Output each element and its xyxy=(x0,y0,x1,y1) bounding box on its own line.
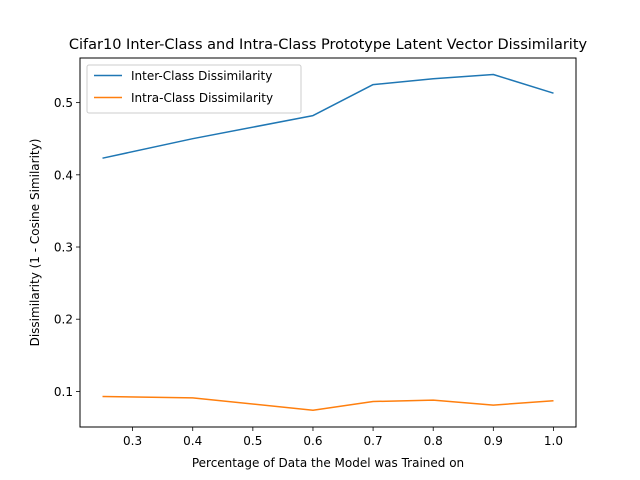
y-tick-label: 0.3 xyxy=(54,241,73,255)
x-axis: 0.3 0.4 0.5 0.6 0.7 0.8 0.9 1.0 xyxy=(123,427,563,448)
x-tick-label: 0.6 xyxy=(303,434,322,448)
x-tick-label: 0.9 xyxy=(484,434,503,448)
x-tick-label: 0.3 xyxy=(123,434,142,448)
y-tick-label: 0.2 xyxy=(54,313,73,327)
y-axis-label: Dissimilarity (1 - Cosine Similarity) xyxy=(28,139,42,347)
legend-label-inter: Inter-Class Dissimilarity xyxy=(131,69,272,83)
x-tick-label: 0.5 xyxy=(243,434,262,448)
x-tick-label: 0.4 xyxy=(183,434,202,448)
series-lines xyxy=(102,73,554,411)
y-tick-label: 0.5 xyxy=(54,96,73,110)
x-tick-label: 0.8 xyxy=(424,434,443,448)
x-tick-label: 1.0 xyxy=(544,434,563,448)
chart-title: Cifar10 Inter-Class and Intra-Class Prot… xyxy=(69,37,588,53)
x-axis-label: Percentage of Data the Model was Trained… xyxy=(192,456,464,470)
series-line-inter-class xyxy=(102,73,554,159)
legend-label-intra: Intra-Class Dissimilarity xyxy=(131,91,273,105)
y-tick-label: 0.4 xyxy=(54,168,73,182)
legend: Inter-Class Dissimilarity Intra-Class Di… xyxy=(86,64,302,114)
series-line-intra-class xyxy=(102,395,554,411)
y-tick-label: 0.1 xyxy=(54,385,73,399)
x-tick-label: 0.7 xyxy=(364,434,383,448)
legend-box xyxy=(86,64,302,114)
y-axis: 0.1 0.2 0.3 0.4 0.5 xyxy=(54,96,80,399)
plot-area xyxy=(79,57,577,428)
